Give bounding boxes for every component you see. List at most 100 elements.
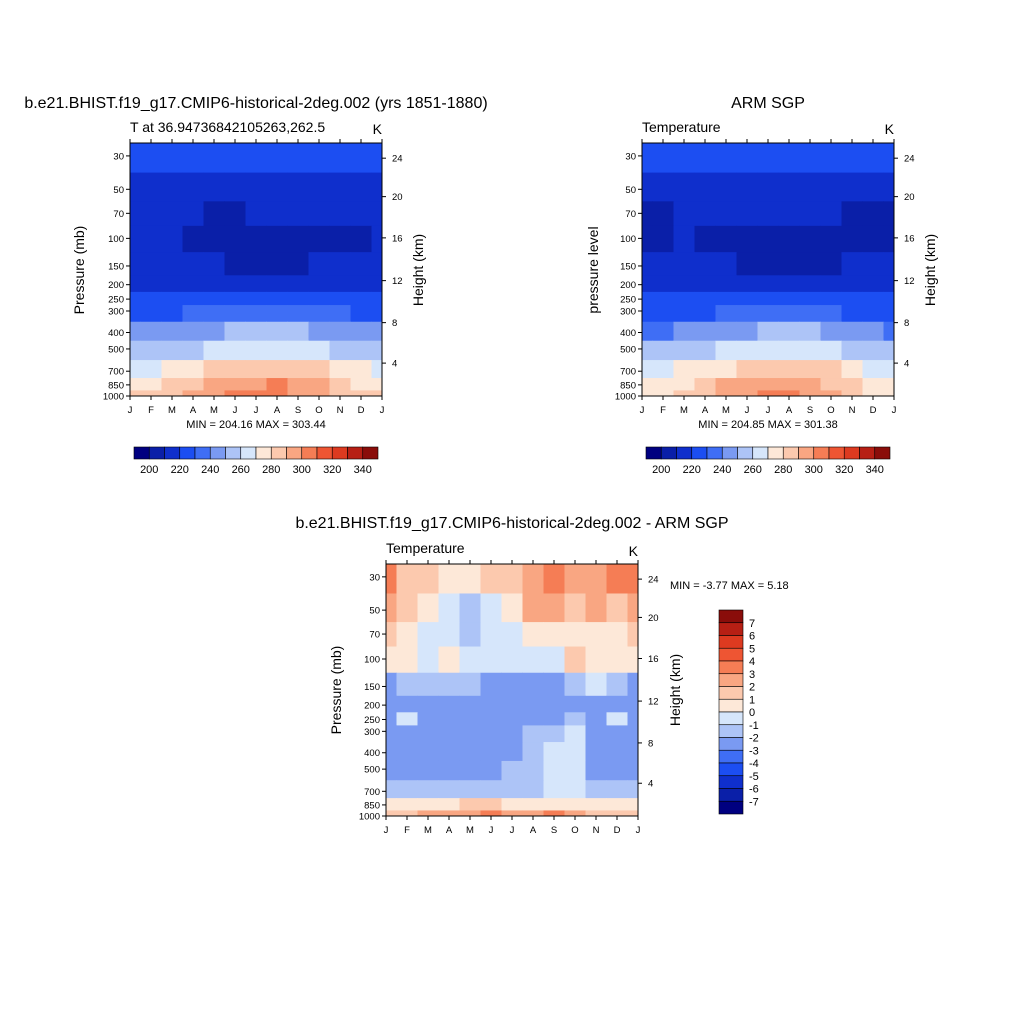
panel-model-colorbar-swatch (179, 446, 196, 460)
panel-obs-x-tick-label: S (807, 405, 813, 416)
panel-obs-y-tick-label: 50 (625, 185, 636, 196)
panel-obs-colorbar-swatch (706, 446, 723, 460)
panel-model-cell (266, 340, 288, 361)
panel-diff-cell (438, 760, 460, 781)
panel-diff-cell (627, 780, 639, 799)
panel-diff-colorbar-swatch (718, 635, 744, 649)
panel-diff-colorbar-label: -7 (749, 796, 759, 808)
panel-model-cell (329, 360, 351, 379)
panel-obs-cell (673, 172, 695, 202)
panel-model-cell (371, 143, 383, 174)
panel-obs-cell (799, 291, 821, 306)
panel-diff-cell (564, 646, 586, 674)
panel-model-y-tick-label: 700 (108, 367, 124, 378)
panel-diff-cell (396, 695, 418, 713)
panel-diff-cell (564, 798, 586, 811)
panel-diff-cell (480, 780, 502, 799)
panel-obs-cell (799, 201, 821, 227)
panel-obs-cell (673, 360, 695, 379)
panel-model-min-max: MIN = 204.16 MAX = 303.44 (186, 419, 325, 431)
panel-diff-cell (606, 725, 628, 743)
panel-obs-x-tick-label: A (702, 405, 709, 416)
panel-diff-cell (396, 798, 418, 811)
panel-obs-y-tick-label: 300 (620, 306, 636, 317)
panel-obs-cell (883, 378, 895, 391)
panel-model-cell (287, 225, 309, 253)
panel-diff-cell (417, 725, 439, 743)
panel-obs-cell (694, 390, 716, 397)
panel-obs-cell (694, 252, 716, 276)
panel-model-cell (308, 275, 330, 293)
panel-diff: b.e21.BHIST.f19_g17.CMIP6-historical-2de… (295, 515, 788, 836)
panel-diff-cell (386, 564, 397, 594)
panel-model-cell (161, 340, 183, 361)
panel-diff-colorbar-swatch (718, 800, 744, 815)
panel-diff-cell (585, 564, 607, 594)
panel-obs-cell (757, 172, 779, 202)
panel-obs-height-tick-label: 20 (904, 192, 915, 203)
panel-obs-cell (757, 291, 779, 306)
panel-obs-cell (652, 143, 674, 174)
panel-model-cell (182, 201, 204, 227)
panel-diff-cell (606, 712, 628, 726)
panel-obs-cell (820, 143, 842, 174)
panel-obs-cell (652, 252, 674, 276)
panel-model-height-tick-label: 12 (392, 276, 403, 287)
panel-obs-cell (841, 340, 863, 361)
panel-obs-cell (757, 143, 779, 174)
panel-obs-cell (799, 378, 821, 391)
panel-obs-ylabel-right: Height (km) (922, 234, 938, 306)
panel-obs-x-tick-label: J (766, 405, 771, 416)
panel-obs-cell (694, 360, 716, 379)
panel-obs-cell (883, 275, 895, 293)
panel-model-height-tick-label: 8 (392, 318, 397, 329)
panel-diff-cell (564, 712, 586, 726)
panel-diff-y-tick-label: 200 (364, 701, 380, 712)
panel-diff-cell (438, 798, 460, 811)
panel-model-cell (130, 378, 141, 391)
panel-obs-cell (820, 321, 842, 342)
panel-diff-cell (417, 810, 439, 817)
panel-model-cell (329, 225, 351, 253)
panel-obs-cell (715, 305, 737, 323)
panel-model-cell (161, 321, 183, 342)
panel-diff-cell (501, 622, 523, 648)
panel-obs-cell (736, 390, 758, 397)
panel-obs-colorbar: 200 220 240 260 280 300 320 340 (645, 446, 891, 476)
panel-model-colorbar-swatch (255, 446, 272, 460)
panel-obs-cell (715, 252, 737, 276)
panel-model-cell (350, 340, 372, 361)
panel-diff-y-tick-label: 400 (364, 748, 380, 759)
panel-diff-cell (396, 742, 418, 762)
panel-diff-cell (459, 780, 481, 799)
panel-model-cell (329, 305, 351, 323)
panel-model-cell (224, 305, 246, 323)
panel-model-cell (161, 172, 183, 202)
panel-diff-cell (627, 593, 639, 623)
panel-model-colorbar-label: 200 (140, 464, 158, 476)
panel-model-y-tick-label: 150 (108, 261, 124, 272)
panel-obs-cell (715, 340, 737, 361)
panel-obs-cell (736, 340, 758, 361)
panel-obs-cell (778, 340, 800, 361)
panel-model-colorbar-label: 240 (201, 464, 219, 476)
panel-model-cell (182, 378, 204, 391)
panel-diff-cell (564, 810, 586, 817)
panel-obs-title: ARM SGP (731, 95, 805, 112)
panel-diff-colorbar-label: -6 (749, 784, 759, 796)
panel-obs-cell (715, 360, 737, 379)
panel-model-cell (140, 201, 162, 227)
panel-obs-cell (820, 360, 842, 379)
panel-obs-cell (736, 201, 758, 227)
panel-obs-cell (841, 172, 863, 202)
panel-diff-cell (606, 760, 628, 781)
panel-model-cell (182, 143, 204, 174)
panel-diff-cell (438, 564, 460, 594)
panel-model-title: b.e21.BHIST.f19_g17.CMIP6-historical-2de… (24, 95, 487, 112)
panel-diff-cell (417, 564, 439, 594)
panel-model-cell (203, 201, 225, 227)
panel-model-cell (224, 378, 246, 391)
panel-diff-colorbar-label: -1 (749, 720, 759, 732)
panel-diff-colorbar-label: -2 (749, 733, 759, 745)
